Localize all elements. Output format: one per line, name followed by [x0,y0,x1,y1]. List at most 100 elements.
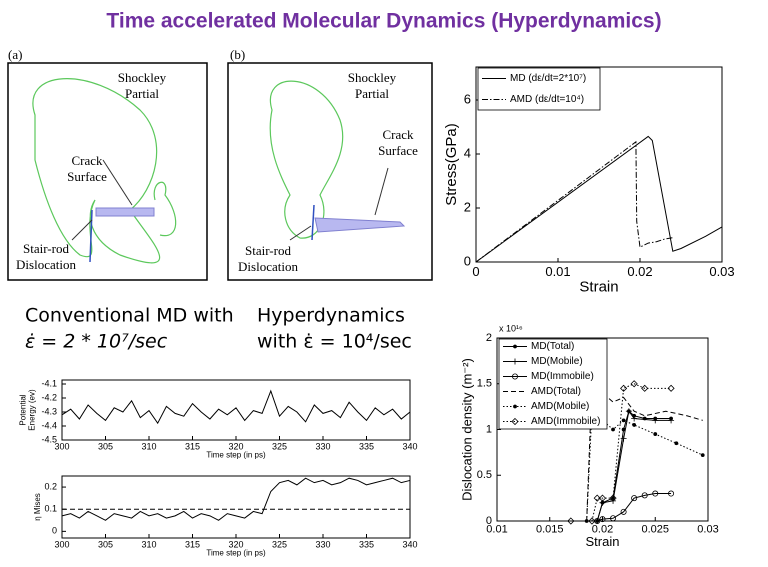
y-tick-label: 0 [464,253,471,268]
legend-label: AMD (dε/dt=10⁴) [510,94,584,105]
x-tick-label: 0.03 [709,264,734,279]
stair-rod [311,204,315,241]
legend-label: AMD(Mobile) [531,401,589,412]
x-tick-label: 0.03 [697,524,718,536]
annotation: Dislocation [238,259,298,274]
legend-box [477,67,601,111]
y-axis-label: Energy (ev) [28,389,37,431]
figure-label: (a) [8,47,22,62]
annotation: Surface [67,169,107,184]
plot-frame [61,379,411,441]
legend-marker [512,373,519,380]
x-tick-label: 340 [402,442,417,452]
data-line [475,140,673,263]
data-point [599,516,606,523]
y-tick-label: 0.1 [44,504,57,514]
y-tick-label: 6 [464,91,471,106]
data-point [620,508,627,515]
x-tick-label: 320 [228,442,243,452]
data-point [674,441,679,446]
data-point [653,432,658,436]
x-tick-label: 300 [54,442,69,452]
annotation: Stair-rod [23,241,69,256]
dislocation-loop [32,78,161,264]
annotation: Stair-rod [245,243,291,258]
x-axis-label: Time step (in ps) [206,548,266,557]
legend-label: MD (dε/dt=2*10⁷) [510,73,586,84]
arrow [374,167,389,216]
figure-frame [227,62,433,281]
y-axis-label: Potential [19,394,28,425]
y-tick-label: 0.2 [44,481,57,491]
x-tick-label: 0.02 [627,264,652,279]
annotation: Partial [125,86,159,101]
data-line [61,389,411,425]
x-tick-label: 300 [54,540,69,550]
data-point [620,435,627,442]
data-line [597,493,672,522]
annotation: Surface [378,143,418,158]
x-tick-label: 325 [272,442,287,452]
x-tick-label: 310 [141,540,156,550]
legend-marker [512,358,518,365]
legend-label: MD(Total) [531,341,574,352]
data-point [567,517,575,525]
x-axis-label: Strain [586,534,620,549]
x-tick-label: 335 [359,442,374,452]
y-tick-label: -4.2 [41,392,57,402]
x-tick-label: 315 [185,540,200,550]
x-tick-label: 0.01 [486,524,507,536]
annotation: Dislocation [16,257,76,272]
x-tick-label: 0.025 [641,524,669,536]
legend-marker [513,404,517,409]
data-line [570,383,672,522]
caption: ε̇ = 2 * 10⁷/sec [25,331,168,353]
x-tick-label: 305 [98,442,113,452]
annotation: Partial [355,86,389,101]
data-point [631,495,638,502]
caption: Hyperdynamics [257,305,405,327]
data-point [668,490,675,497]
x-tick-label: 305 [98,540,113,550]
y-tick-label: 2 [486,332,492,344]
x-tick-label: 0.02 [592,524,613,536]
y-tick-label: 0 [52,526,57,536]
y-tick-label: -4.1 [41,378,57,388]
x-tick-label: 340 [402,540,417,550]
x-tick-label: 310 [141,442,156,452]
legend-label: AMD(Total) [531,386,581,397]
y-tick-label: 4 [464,145,471,160]
caption: Conventional MD with [25,305,234,327]
plot-frame [475,66,723,263]
dislocation-loop [153,181,177,237]
annotation: Crack [382,127,414,142]
data-point [631,415,638,422]
y-tick-label: -4.4 [41,420,57,430]
y-tick-label: 0 [486,515,492,527]
data-point [641,384,649,392]
data-point [621,418,626,423]
data-point [630,380,638,388]
x-tick-label: 0 [472,264,479,279]
arrow [102,159,133,206]
crack-surface [95,207,155,217]
y-tick-label: 2 [464,199,471,214]
crack-surface [314,217,406,233]
arrow [289,225,312,241]
legend-marker [511,417,519,426]
figure-label: (b) [230,47,245,62]
data-point [700,453,705,458]
y-axis-label: Stress(GPa) [443,123,460,206]
x-tick-label: 315 [185,442,200,452]
x-tick-label: 320 [228,540,243,550]
x-tick-label: 330 [315,442,330,452]
y-axis-label: Dislocation density (m⁻²) [459,358,474,501]
data-point [652,417,659,424]
data-point [641,492,648,499]
x-tick-label: 0.015 [536,524,564,536]
data-point [609,494,617,502]
y-tick-label: 1.5 [477,378,492,390]
figure-frame [7,62,208,281]
data-point [625,408,632,415]
legend-label: AMD(Immobile) [531,416,600,427]
